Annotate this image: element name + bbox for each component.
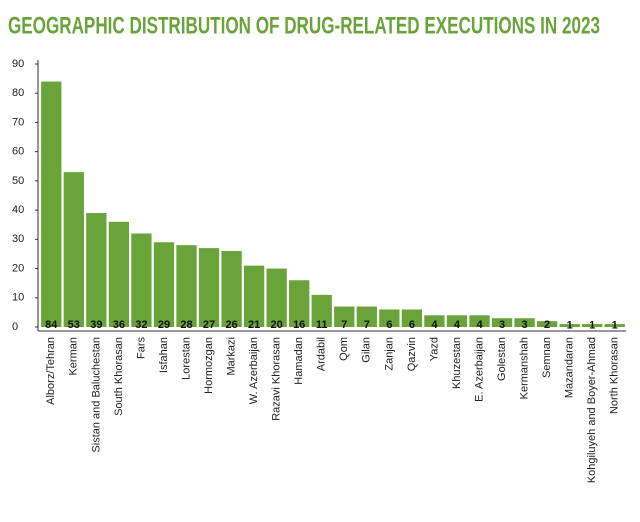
x-tick-label: Alborz/Tehran: [45, 337, 57, 405]
bar: [243, 265, 265, 327]
bar: [401, 309, 423, 327]
value-label: 3: [499, 319, 505, 331]
bar: [514, 318, 535, 327]
bar: [469, 315, 490, 327]
value-label: 29: [158, 319, 170, 331]
bar: [153, 242, 175, 327]
bar: [491, 318, 513, 327]
x-tick-label: Khuzestan: [451, 337, 463, 389]
bar: [311, 294, 332, 327]
value-label: 3: [522, 319, 528, 331]
chart-title: GEOGRAPHIC DISTRIBUTION OF DRUG-RELATED …: [8, 12, 600, 39]
x-tick-label: Golestan: [496, 337, 508, 381]
y-tick-label: 30: [12, 233, 24, 245]
bar: [289, 280, 310, 327]
value-label: 6: [386, 319, 392, 331]
x-tick-label: Fars: [135, 337, 147, 360]
value-label: 11: [316, 319, 328, 331]
bar: [131, 233, 152, 327]
value-label: 36: [113, 319, 125, 331]
y-tick-label: 40: [12, 204, 24, 216]
value-label: 4: [431, 319, 438, 331]
bar: [334, 306, 355, 327]
x-tick-label: Isfahan: [158, 337, 170, 373]
bar: [446, 315, 468, 327]
x-tick-label: Kerman: [68, 337, 80, 376]
y-tick-label: 90: [12, 58, 24, 70]
bar: [559, 324, 580, 327]
value-label: 20: [271, 319, 283, 331]
bar: [198, 248, 220, 327]
value-label: 7: [341, 319, 347, 331]
value-label: 32: [135, 319, 147, 331]
x-tick-label: Kermanshah: [518, 337, 530, 399]
bar: [582, 324, 603, 327]
value-label: 4: [454, 319, 461, 331]
x-tick-label: Razavi Khorasan: [271, 337, 283, 421]
bar: [63, 172, 84, 327]
x-tick-label: North Khorasan: [609, 337, 621, 414]
value-label: 16: [293, 319, 305, 331]
bar: [604, 324, 625, 327]
x-tick-label: Mazandaran: [564, 337, 576, 398]
x-tick-label: E. Azerbaijan: [473, 337, 485, 402]
x-tick-label: Gilan: [361, 337, 373, 363]
value-label: 39: [90, 319, 102, 331]
y-tick-label: 70: [12, 116, 24, 128]
x-tick-label: Zanjan: [383, 337, 395, 371]
bar: [536, 321, 558, 327]
value-label: 1: [567, 319, 573, 331]
value-label: 4: [476, 319, 483, 331]
bar: [424, 315, 445, 327]
x-tick-label: Sistan and Baluchestan: [90, 337, 102, 453]
value-label: 28: [180, 319, 192, 331]
value-label: 21: [248, 319, 260, 331]
bar: [108, 221, 130, 327]
x-tick-label: Ardabil: [316, 337, 328, 371]
value-label: 6: [409, 319, 415, 331]
bar: [176, 245, 197, 327]
x-tick-label: Qom: [338, 337, 350, 361]
value-label: 2: [544, 319, 550, 331]
y-tick-label: 0: [12, 321, 18, 333]
bar: [86, 213, 107, 327]
y-tick-label: 20: [12, 262, 24, 274]
x-tick-label: Lorestan: [180, 337, 192, 380]
bar: [221, 251, 242, 327]
value-label: 7: [364, 319, 370, 331]
value-label: 26: [225, 319, 237, 331]
value-label: 1: [612, 319, 618, 331]
x-tick-label: Qazvin: [406, 337, 418, 371]
x-tick-label: Yazd: [428, 337, 440, 361]
value-label: 84: [45, 319, 58, 331]
value-label: 1: [589, 319, 595, 331]
y-tick-label: 10: [12, 292, 24, 304]
y-tick-label: 50: [12, 175, 24, 187]
x-tick-label: Markazi: [225, 337, 237, 376]
y-tick-label: 80: [12, 87, 24, 99]
bar: [266, 268, 287, 327]
value-label: 27: [203, 319, 215, 331]
x-tick-label: Semnan: [541, 337, 553, 378]
x-tick-label: Hamadan: [293, 337, 305, 385]
x-tick-label: South Khorasan: [113, 337, 125, 416]
bar: [356, 306, 377, 327]
x-tick-label: W. Azerbaijan: [248, 337, 260, 404]
x-tick-label: Kohgiluyeh and Boyer-Ahmad: [586, 337, 598, 483]
value-label: 53: [68, 319, 80, 331]
x-tick-label: Hormozgan: [203, 337, 215, 394]
y-tick-label: 60: [12, 146, 24, 158]
bar: [379, 309, 400, 327]
bar: [41, 81, 62, 328]
